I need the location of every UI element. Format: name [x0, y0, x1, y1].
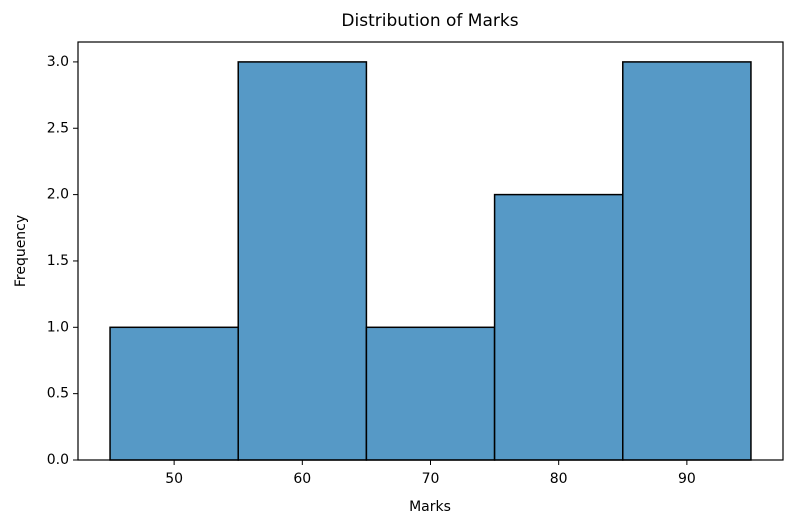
y-tick-label: 2.0: [47, 187, 69, 203]
bar: [622, 61, 752, 461]
y-tick-label: 3.0: [47, 54, 69, 70]
x-tick-label: 90: [678, 471, 696, 487]
x-tick-label: 80: [550, 471, 568, 487]
x-tick-label: 50: [165, 471, 183, 487]
bar: [237, 61, 368, 461]
bar: [493, 193, 624, 461]
bar: [109, 326, 239, 461]
bar: [365, 326, 496, 461]
y-axis-label: Frequency: [13, 215, 29, 287]
y-tick-label: 0.0: [47, 452, 69, 468]
y-tick-label: 1.5: [47, 253, 69, 269]
chart-title: Distribution of Marks: [341, 11, 518, 31]
x-axis-label: Marks: [409, 499, 451, 515]
x-tick-label: 70: [422, 471, 440, 487]
x-tick-label: 60: [293, 471, 311, 487]
y-tick-label: 2.5: [47, 120, 69, 136]
y-tick-label: 0.5: [47, 386, 69, 402]
y-tick-label: 1.0: [47, 319, 69, 335]
